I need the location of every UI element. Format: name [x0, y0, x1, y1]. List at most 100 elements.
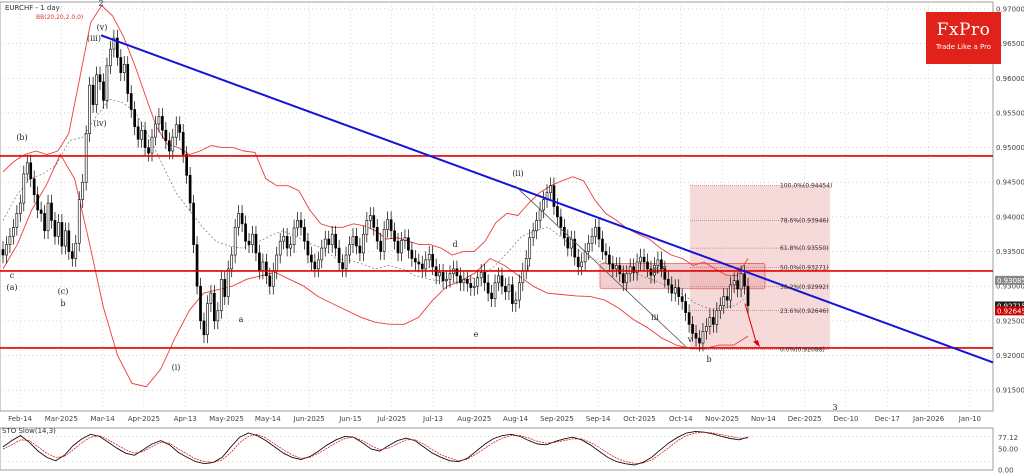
candle-body	[81, 181, 85, 200]
wave-label: (i)	[172, 363, 181, 372]
candle-body	[1, 249, 5, 256]
candle-body	[379, 240, 383, 252]
candle-body	[313, 261, 317, 270]
candle-body	[240, 213, 244, 225]
candle-body	[43, 213, 46, 232]
candle-body	[271, 270, 275, 287]
candle-body	[289, 244, 292, 249]
candle-body	[701, 330, 705, 344]
candle-body	[427, 254, 431, 261]
candle-body	[673, 287, 677, 294]
candle-body	[50, 202, 53, 221]
x-tick-label: Jun-15	[338, 415, 361, 423]
candle-body	[635, 261, 639, 273]
x-tick-label: Feb-14	[8, 415, 32, 423]
stochastic-panel: 77.12 50.00 0.00	[0, 427, 1018, 474]
candle-body	[355, 236, 358, 247]
candle-body	[337, 247, 341, 263]
candle-body	[517, 282, 521, 301]
y-tick-label: 0.94000	[996, 213, 1024, 221]
y-tick-label: 0.93000	[996, 283, 1024, 291]
candle-body	[136, 126, 140, 140]
candle-body	[251, 233, 254, 245]
candle-body	[448, 273, 452, 280]
candle-body	[646, 261, 649, 270]
candle-body	[507, 284, 511, 293]
candle-body	[483, 272, 486, 284]
candle-body	[358, 245, 362, 254]
wave-label: a	[239, 315, 244, 324]
candle-body	[109, 48, 112, 67]
candle-body	[680, 296, 684, 302]
x-tick-label: Sep-14	[586, 415, 611, 423]
y-tick-label: 0.95000	[996, 144, 1024, 152]
candle-body	[528, 237, 532, 259]
y-tick-label: 0.95500	[996, 109, 1024, 117]
wave-label: c	[10, 271, 15, 280]
candle-body	[486, 282, 490, 294]
stochastic-k-line	[2, 430, 749, 466]
candle-body	[46, 202, 50, 232]
fib-label: 50.0%(0.93271)	[780, 264, 829, 271]
candle-body	[261, 261, 265, 272]
candle-body	[164, 129, 168, 141]
x-tick-label: May-14	[255, 415, 281, 423]
candle-body	[549, 185, 552, 193]
candle-body	[265, 261, 268, 277]
candle-body	[116, 37, 119, 58]
stochastic-d-line	[2, 431, 748, 464]
candle-body	[500, 275, 504, 287]
candle-body	[743, 273, 746, 287]
logo-brand: FxPro	[936, 20, 991, 40]
candle-body	[126, 64, 130, 94]
y-tick-label: 0.92000	[996, 352, 1024, 360]
y-tick-label: 0.96500	[996, 40, 1024, 48]
price-tag-text: 0.92645	[997, 307, 1024, 315]
candle-body	[594, 226, 597, 237]
candle-body	[438, 272, 441, 277]
candle-body	[18, 202, 22, 214]
trendline	[100, 34, 994, 364]
fib-label: 38.2%(0.92992)	[780, 284, 829, 291]
candle-body	[192, 202, 195, 245]
candle-body	[632, 266, 635, 273]
candle-body	[535, 220, 538, 232]
stochastic-label: STO Slow(14,3)	[2, 427, 56, 435]
candle-body	[431, 254, 435, 268]
candle-body	[341, 262, 344, 270]
candle-body	[209, 292, 213, 304]
fib-label: 100.0%(0.94454)	[780, 182, 832, 189]
candle-body	[389, 219, 393, 232]
candle-body	[542, 199, 545, 211]
candle-body	[365, 220, 369, 235]
candle-body	[386, 219, 389, 230]
stochastic-frame	[0, 427, 994, 471]
wave-label: d	[452, 240, 457, 249]
price-tag	[995, 306, 1024, 316]
candlesticks	[1, 29, 750, 352]
projection-arrowhead	[753, 340, 760, 348]
candle-body	[493, 282, 497, 299]
candle-body	[573, 238, 577, 258]
candle-body	[150, 136, 154, 154]
candle-body	[566, 237, 570, 249]
candle-body	[129, 93, 133, 110]
wave-label: (c)	[58, 287, 69, 296]
candle-body	[656, 259, 660, 266]
channel-line	[514, 185, 689, 349]
candle-body	[310, 254, 313, 263]
candle-body	[147, 147, 150, 154]
x-tick-label: Nov-2025	[705, 415, 739, 423]
candle-body	[316, 259, 320, 270]
candle-body	[330, 233, 334, 245]
y-tick-label: 0.93500	[996, 248, 1024, 256]
x-tick-label: Apr-13	[174, 415, 197, 423]
x-tick-label: Oct-2025	[623, 415, 655, 423]
candle-body	[732, 280, 736, 286]
candle-body	[407, 237, 410, 251]
candle-body	[77, 199, 81, 244]
candle-body	[268, 275, 272, 287]
x-tick-label: Apr-2025	[128, 415, 160, 423]
candle-body	[559, 216, 563, 228]
